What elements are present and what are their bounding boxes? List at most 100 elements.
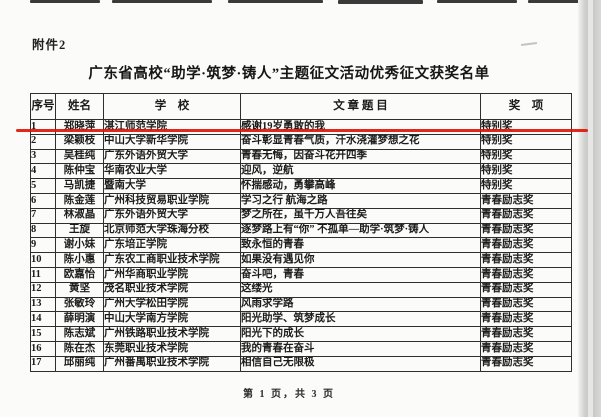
essay-title-cell: 致永恒的青春 [240, 237, 481, 254]
essay-title-cell: 风雨求学路 [240, 296, 481, 313]
essay-title-cell: 如果没有遇见你 [240, 252, 481, 268]
school-cell: 广州科技贸易职业学院 [103, 192, 241, 209]
award-cell: 青春励志奖 [480, 355, 572, 372]
row-number-cell: 12 [30, 281, 56, 298]
row-number-cell: 16 [30, 340, 56, 357]
name-cell: 吴桂纯 [55, 148, 104, 165]
page-number: 第 1 页，共 3 页 [243, 389, 335, 400]
awards-table: 序号 姓名 学 校 文 章 题 目 奖 项 1 郑晓萍 湛江师范学院 感谢19岁勇敢的… [30, 93, 572, 372]
essay-title-cell: 怀揣感动，勇攀高峰 [240, 178, 481, 194]
page-title: 广东省高校“助学·筑梦·铸人”主题征文活动优秀征文获奖名单 [88, 66, 490, 82]
row-number-cell: 2 [30, 133, 56, 150]
table-row: 16 陈在杰 东莞职业技术学院 我的青春在奋斗 青春励志奖 [30, 340, 572, 357]
table-row: 8 王旋 北京师范大学珠海分校 逐梦路上有“你” 不孤单—助学·筑梦·铸人 青春励志奖 [30, 222, 572, 239]
scan-artifact [437, 0, 517, 3]
col-header-number: 序号 [30, 93, 56, 120]
school-cell: 广州铁路职业技术学院 [103, 326, 241, 342]
award-cell: 青春励志奖 [480, 222, 572, 239]
col-header-award: 奖 项 [480, 93, 572, 120]
table-row: 5 马凯捷 暨南大学 怀揣感动，勇攀高峰 特别奖 [30, 178, 572, 194]
award-cell: 青春励志奖 [480, 311, 572, 328]
name-cell: 梁颖枝 [55, 133, 104, 150]
row-number-cell: 3 [30, 148, 56, 165]
name-cell: 马凯捷 [55, 178, 104, 194]
essay-title-cell: 我的青春在奋斗 [240, 340, 481, 357]
row-number-cell: 13 [30, 296, 56, 313]
essay-title-cell: 逐梦路上有“你” 不孤单—助学·筑梦·铸人 [240, 222, 481, 239]
row-number-cell: 11 [30, 266, 56, 283]
name-cell: 欧嘉怡 [55, 266, 104, 283]
col-header-name: 姓名 [55, 93, 104, 120]
col-header-essay-title: 文 章 题 目 [240, 93, 481, 120]
table-row: 4 陈仲宝 华南农业大学 迎风，逆航 特别奖 [30, 163, 572, 180]
red-underline-annotation [16, 129, 588, 132]
table-row: 13 张敏玲 广州大学松田学院 风雨求学路 青春励志奖 [30, 296, 572, 313]
essay-title-cell: 学习之行 航海之路 [240, 192, 481, 209]
table-row: 14 薛明演 中山大学南方学院 阳光助学、筑梦成长 青春励志奖 [30, 311, 572, 328]
award-cell: 特别奖 [480, 163, 572, 180]
award-cell: 青春励志奖 [480, 192, 572, 209]
award-cell: 青春励志奖 [480, 266, 572, 283]
name-cell: 谢小妹 [55, 237, 104, 254]
essay-title-cell: 奋斗彰显青春气质，汗水浇灌梦想之花 [240, 133, 481, 150]
table-row: 1 郑晓萍 湛江师范学院 感谢19岁勇敢的我 特别奖 [30, 119, 572, 135]
school-cell: 暨南大学 [103, 178, 241, 194]
row-number-cell: 15 [30, 326, 56, 342]
school-cell: 中山大学新华学院 [103, 133, 241, 150]
name-cell: 张敏玲 [55, 296, 104, 313]
table-row: 10 陈小惠 广东农工商职业技术学院 如果没有遇见你 青春励志奖 [30, 252, 572, 268]
row-number-cell: 9 [30, 237, 56, 254]
scan-artifact [112, 0, 212, 3]
essay-title-cell: 奋斗吧，青春 [240, 266, 481, 283]
awards-table-body: 1 郑晓萍 湛江师范学院 感谢19岁勇敢的我 特别奖 2 梁颖枝 中山大学新华学院 奋斗彰显青春… [30, 119, 572, 372]
name-cell: 邱丽纯 [55, 355, 104, 372]
award-cell: 青春励志奖 [480, 207, 572, 224]
essay-title-cell: 青春无悔，因奋斗花开四季 [240, 148, 481, 165]
table-row: 15 陈志斌 广州铁路职业技术学院 阳光下的成长 青春励志奖 [30, 326, 572, 342]
school-cell: 广州华商职业学院 [103, 266, 241, 283]
scan-artifact [528, 0, 583, 3]
table-row: 17 邱丽纯 广州番禺职业技术学院 相信自己无限极 青春励志奖 [30, 355, 572, 372]
award-cell: 特别奖 [480, 119, 572, 135]
table-row: 2 梁颖枝 中山大学新华学院 奋斗彰显青春气质，汗水浇灌梦想之花 特别奖 [30, 133, 572, 150]
row-number-cell: 4 [30, 163, 56, 180]
school-cell: 广东培正学院 [103, 237, 241, 254]
table-row: 6 陈金莲 广州科技贸易职业学院 学习之行 航海之路 青春励志奖 [30, 192, 572, 209]
scan-artifact [30, 0, 100, 3]
school-cell: 湛江师范学院 [103, 119, 241, 135]
name-cell: 陈仲宝 [55, 163, 104, 180]
scan-artifact [228, 0, 323, 3]
name-cell: 陈志斌 [55, 326, 104, 342]
essay-title-cell: 感谢19岁勇敢的我 [240, 119, 481, 135]
page-edge-shadow [578, 0, 601, 417]
table-row: 12 黄坚 茂名职业技术学院 这缕光 青春励志奖 [30, 281, 572, 298]
row-number-cell: 14 [30, 311, 56, 328]
col-header-school: 学 校 [103, 93, 241, 120]
attachment-label: 附件2 [32, 38, 67, 52]
name-cell: 林淑晶 [55, 207, 104, 224]
essay-title-cell: 这缕光 [240, 281, 481, 298]
row-number-cell: 10 [30, 252, 56, 268]
header-row: 序号 姓名 学 校 文 章 题 目 奖 项 [30, 93, 572, 120]
school-cell: 广州大学松田学院 [103, 296, 241, 313]
row-number-cell: 6 [30, 192, 56, 209]
row-number-cell: 17 [30, 355, 56, 372]
page-edge-highlight [588, 0, 593, 417]
award-cell: 特别奖 [480, 133, 572, 150]
award-cell: 青春励志奖 [480, 326, 572, 342]
school-cell: 茂名职业技术学院 [103, 281, 241, 298]
essay-title-cell: 相信自己无限极 [240, 355, 481, 372]
school-cell: 华南农业大学 [103, 163, 241, 180]
table-row: 3 吴桂纯 广东外语外贸大学 青春无悔，因奋斗花开四季 特别奖 [30, 148, 572, 165]
school-cell: 北京师范大学珠海分校 [103, 222, 241, 239]
school-cell: 广东农工商职业技术学院 [103, 252, 241, 268]
essay-title-cell: 阳光助学、筑梦成长 [240, 311, 481, 328]
name-cell: 陈小惠 [55, 252, 104, 268]
name-cell: 陈在杰 [55, 340, 104, 357]
row-number-cell: 1 [30, 119, 56, 135]
school-cell: 东莞职业技术学院 [103, 340, 241, 357]
name-cell: 郑晓萍 [55, 119, 104, 135]
award-cell: 青春励志奖 [480, 340, 572, 357]
essay-title-cell: 迎风，逆航 [240, 163, 481, 180]
